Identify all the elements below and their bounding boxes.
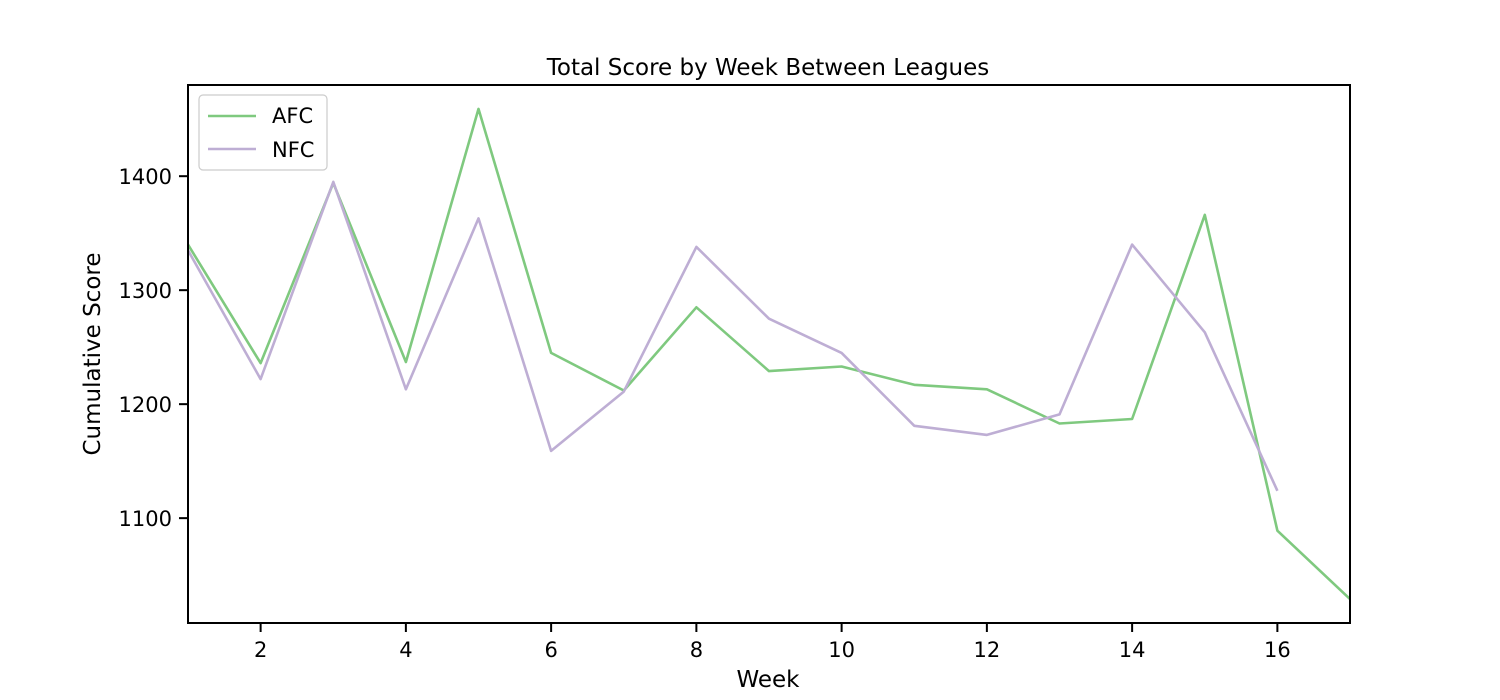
y-axis-ticks: 1100 1200 1300 1400 <box>119 165 188 531</box>
legend-label-nfc: NFC <box>272 138 314 162</box>
x-tick-label: 16 <box>1264 638 1291 662</box>
x-tick-label: 12 <box>974 638 1001 662</box>
y-axis-label: Cumulative Score <box>80 252 106 455</box>
x-tick-label: 8 <box>690 638 703 662</box>
legend: AFC NFC <box>198 94 328 171</box>
y-tick-label: 1100 <box>119 507 172 531</box>
y-tick-label: 1400 <box>119 165 172 189</box>
x-tick-label: 14 <box>1119 638 1146 662</box>
x-tick-label: 4 <box>399 638 412 662</box>
x-tick-label: 2 <box>254 638 267 662</box>
series-line-nfc <box>186 180 1279 492</box>
y-tick-label: 1200 <box>119 393 172 417</box>
x-axis-label: Week <box>736 667 800 693</box>
legend-label-afc: AFC <box>272 104 313 128</box>
series-layer <box>186 107 1351 601</box>
y-tick-label: 1300 <box>119 279 172 303</box>
series-line-afc <box>186 107 1351 601</box>
x-axis-ticks: 2 4 6 8 10 12 14 16 <box>254 623 1291 662</box>
x-tick-label: 10 <box>828 638 855 662</box>
chart-title: Total Score by Week Between Leagues <box>546 55 990 81</box>
plot-frame <box>187 84 1351 624</box>
legend-box <box>198 94 328 171</box>
plot-area <box>188 85 1350 623</box>
x-tick-label: 6 <box>544 638 557 662</box>
